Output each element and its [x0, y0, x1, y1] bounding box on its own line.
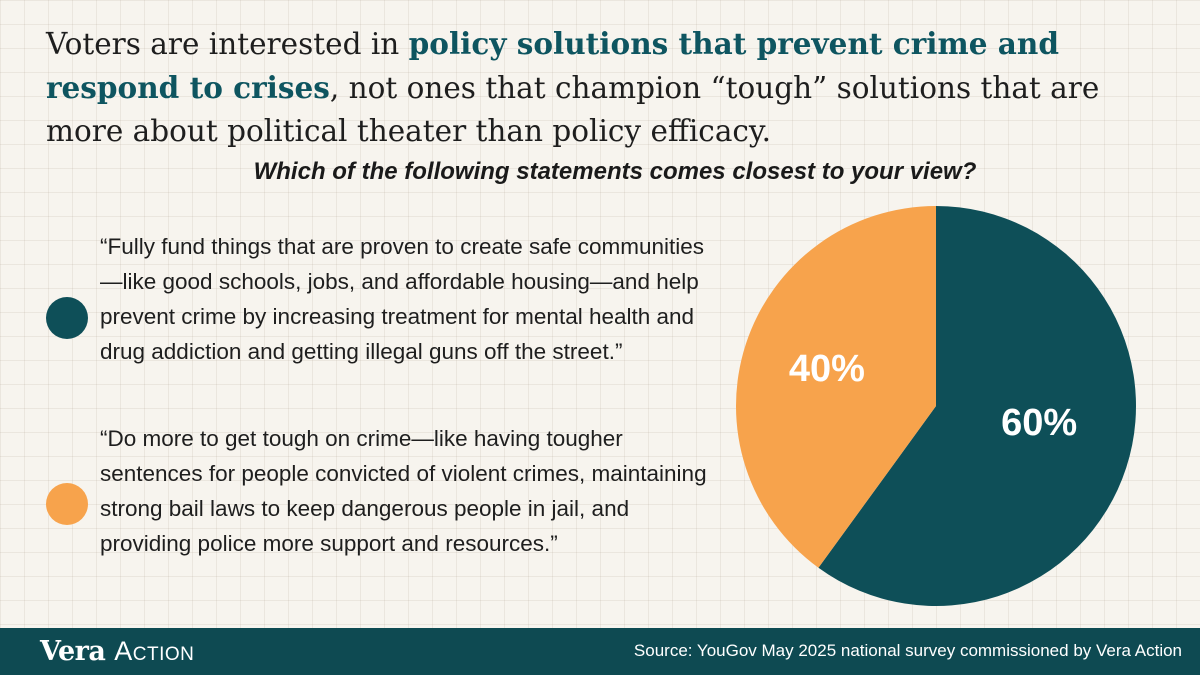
pie-chart: 60% 40%: [736, 206, 1136, 606]
survey-question: Which of the following statements comes …: [253, 158, 977, 185]
option-prevention: “Fully fund things that are proven to cr…: [46, 229, 726, 409]
source-note: Source: YouGov May 2025 national survey …: [633, 641, 1182, 660]
pie-label-1: 40%: [789, 348, 865, 390]
headline-part-1: Voters are interested in: [46, 27, 409, 61]
headline-part-2: , not ones that champion “tough” solutio…: [46, 71, 1100, 148]
pie-label-0: 60%: [1001, 402, 1077, 444]
option-tough-on-crime: “Do more to get tough on crime—like havi…: [46, 421, 726, 601]
vera-action-logo: Vera Action: [40, 636, 195, 667]
pie-slice-1: [736, 206, 936, 568]
prevention-color-dot: [46, 297, 88, 339]
tough-on-crime-statement: “Do more to get tough on crime—like havi…: [100, 426, 707, 556]
prevention-statement: “Fully fund things that are proven to cr…: [100, 234, 705, 364]
headline-highlight: policy solutions that prevent crime and …: [46, 26, 1059, 105]
tough-on-crime-color-dot: [46, 483, 88, 525]
headline: Voters are interested in policy solution…: [46, 22, 1166, 153]
footer-bar: Vera Action Source: YouGov May 2025 nati…: [0, 628, 1200, 675]
pie-slice-0: [818, 206, 1136, 606]
